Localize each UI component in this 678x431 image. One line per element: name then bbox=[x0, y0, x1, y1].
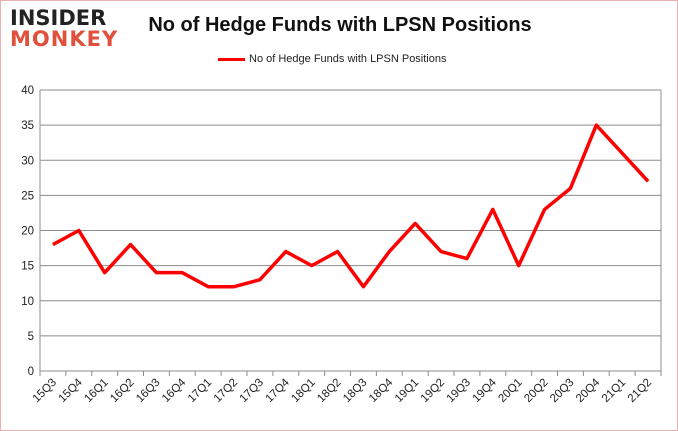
x-tick-label: 18Q4 bbox=[367, 376, 396, 405]
x-tick-label: 19Q3 bbox=[445, 377, 473, 405]
x-tick-label: 17Q1 bbox=[186, 377, 214, 405]
logo-line2: MONKEY bbox=[10, 27, 119, 51]
x-tick-label: 19Q2 bbox=[419, 377, 447, 405]
x-tick-label: 17Q3 bbox=[238, 377, 266, 405]
x-tick-label: 19Q1 bbox=[393, 377, 421, 405]
x-tick-label: 16Q1 bbox=[82, 377, 110, 405]
x-tick-label: 17Q4 bbox=[264, 376, 293, 405]
x-tick-label: 15Q3 bbox=[31, 377, 59, 405]
x-tick-label: 20Q1 bbox=[496, 377, 524, 405]
x-tick-label: 18Q1 bbox=[289, 377, 317, 405]
y-tick-label: 35 bbox=[21, 120, 34, 132]
y-tick-label: 15 bbox=[21, 261, 34, 273]
legend: No of Hedge Funds with LPSN Positions bbox=[218, 53, 447, 65]
logo-line1: INSIDER bbox=[10, 6, 107, 30]
legend-label: No of Hedge Funds with LPSN Positions bbox=[249, 53, 447, 65]
x-tick-label: 20Q4 bbox=[574, 376, 603, 405]
insider-monkey-logo: INSIDER MONKEY bbox=[10, 8, 125, 50]
x-tick-label: 16Q4 bbox=[160, 376, 189, 405]
y-tick-label: 40 bbox=[21, 85, 34, 97]
x-tick-label: 21Q1 bbox=[600, 377, 628, 405]
x-tick-label: 20Q2 bbox=[522, 377, 550, 405]
x-tick-label: 18Q3 bbox=[341, 377, 369, 405]
y-tick-label: 25 bbox=[21, 190, 34, 202]
x-tick-label: 16Q2 bbox=[108, 377, 136, 405]
chart-title: No of Hedge Funds with LPSN Positions bbox=[148, 14, 532, 36]
y-tick-label: 0 bbox=[28, 366, 34, 378]
series-line bbox=[52, 123, 650, 289]
y-tick-label: 30 bbox=[21, 155, 34, 167]
y-tick-label: 20 bbox=[21, 226, 34, 238]
x-tick-label: 19Q4 bbox=[471, 376, 500, 405]
x-tick-label: 16Q3 bbox=[134, 377, 162, 405]
x-tick-label: 17Q2 bbox=[212, 377, 240, 405]
x-tick-label: 15Q4 bbox=[57, 376, 86, 405]
y-tick-label: 5 bbox=[28, 331, 34, 343]
y-tick-label: 10 bbox=[21, 296, 34, 308]
x-tick-label: 21Q2 bbox=[626, 377, 654, 405]
legend-swatch bbox=[218, 57, 245, 61]
x-tick-label: 18Q2 bbox=[315, 377, 343, 405]
x-tick-label: 20Q3 bbox=[548, 377, 576, 405]
